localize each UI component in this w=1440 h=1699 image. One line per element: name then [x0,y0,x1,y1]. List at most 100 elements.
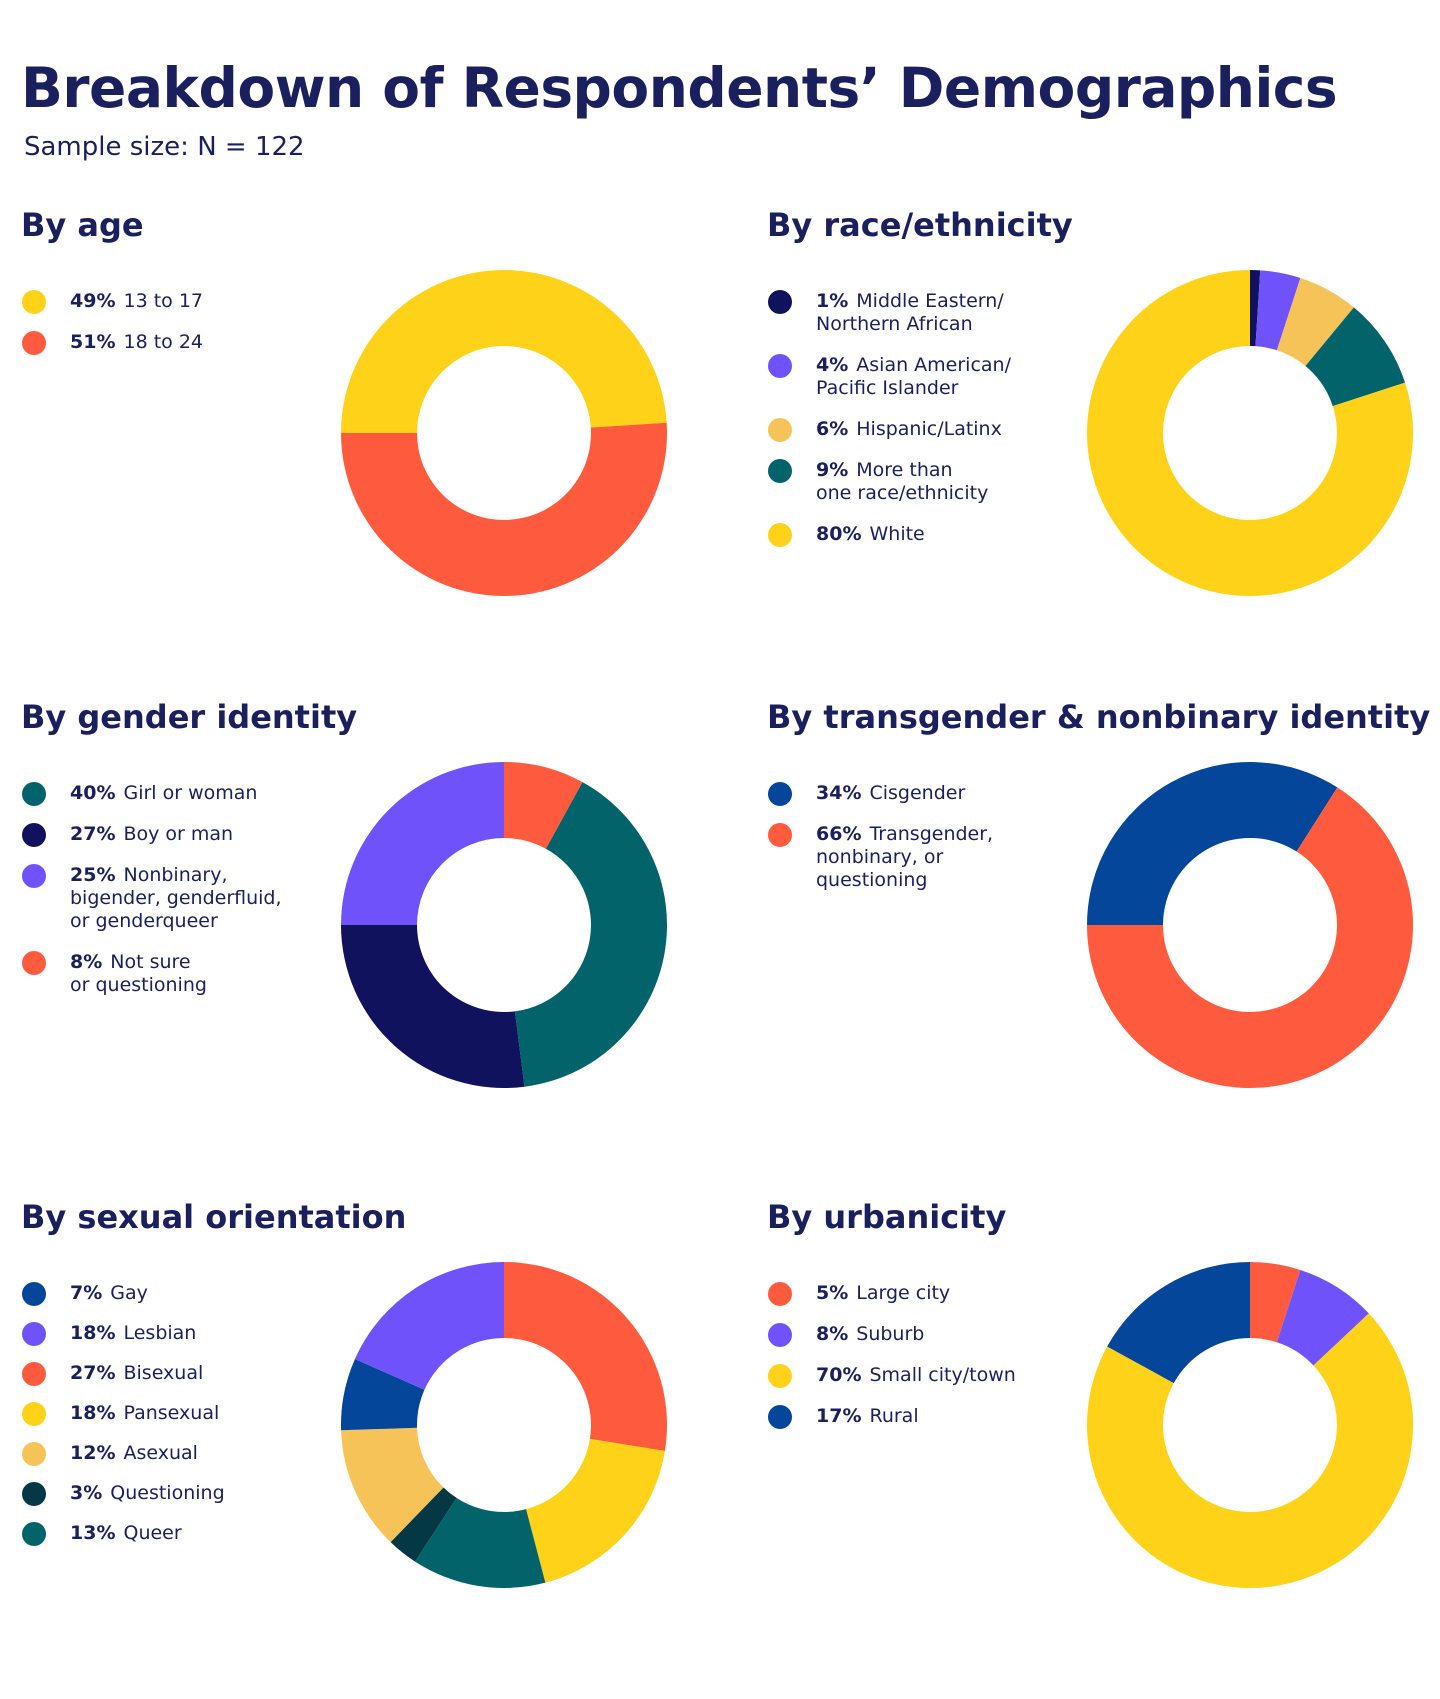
legend-swatch [22,290,46,314]
legend-label: Not sure or questioning [70,951,207,996]
legend-swatch [22,1402,46,1426]
donut-slice-gay [341,1359,425,1431]
legend-label: Nonbinary, bigender, genderfluid, or gen… [70,864,282,932]
chart-legend: 49% 13 to 17 51% 18 to 24 [22,290,312,372]
legend-item-rural: 17% Rural [768,1405,1058,1429]
legend-swatch [22,1522,46,1546]
donut-slice-asexual [341,1427,444,1543]
legend-swatch [768,1405,792,1429]
legend-label: More than one race/ethnicity [816,459,989,504]
legend-percent: 1% [816,290,849,312]
legend-swatch [22,864,46,888]
legend-label: Queer [123,1522,182,1544]
donut-chart [1087,762,1413,1088]
legend-percent: 9% [816,459,849,481]
legend-percent: 6% [816,418,849,440]
legend-percent: 3% [70,1482,103,1504]
chart-title: By urbanicity [767,1198,1007,1236]
legend-label: Transgender, nonbinary, or questioning [816,823,994,891]
chart-legend: 5% Large city 8% Suburb 70% Small city/town 17… [768,1282,1058,1446]
donut-slice-not-sure-or-questioning [504,762,583,849]
legend-item-pansexual: 18% Pansexual [22,1402,312,1426]
legend-item-questioning: 3% Questioning [22,1482,312,1506]
legend-swatch [768,354,792,378]
chart-legend: 7% Gay 18% Lesbian 27% Bisexual 18% Pansexual 12… [22,1282,312,1562]
panel-age: By age 49% 13 to 17 51% 18 to 24 [21,206,721,646]
legend-swatch [22,1362,46,1386]
legend-item-18-to-24: 51% 18 to 24 [22,331,312,355]
legend-label: White [869,523,925,545]
sample-size: Sample size: N = 122 [24,132,305,162]
donut-slice-lesbian [354,1262,504,1390]
legend-percent: 66% [816,823,862,845]
legend-label: Asexual [123,1442,198,1464]
legend-item-white: 80% White [768,523,1058,547]
donut-chart [1087,1262,1413,1588]
page-title: Breakdown of Respondents’ Demographics [21,56,1338,120]
legend-item-asian-american-pacific-islander: 4% Asian American/ Pacific Islander [768,354,1058,400]
legend-item-bisexual: 27% Bisexual [22,1362,312,1386]
donut-slice-nonbinary-bigender-genderfluid-or-genderqueer [341,762,504,925]
donut-slice-asian-american-pacific-islander [1255,270,1301,351]
legend-item-boy-or-man: 27% Boy or man [22,823,312,847]
legend-label: Lesbian [123,1322,197,1344]
legend-item-queer: 13% Queer [22,1522,312,1546]
legend-swatch [22,782,46,806]
donut-slice-cisgender [1087,762,1338,925]
legend-percent: 13% [70,1522,116,1544]
legend-swatch [768,290,792,314]
chart-title: By transgender & nonbinary identity [767,698,1431,736]
legend-item-more-than-one-race-ethnicity: 9% More than one race/ethnicity [768,459,1058,505]
legend-item-large-city: 5% Large city [768,1282,1058,1306]
legend-swatch [22,951,46,975]
legend-swatch [768,1364,792,1388]
legend-item-asexual: 12% Asexual [22,1442,312,1466]
donut-chart [1087,270,1413,596]
legend-swatch [22,1482,46,1506]
legend-percent: 5% [816,1282,849,1304]
donut-slice-18-to-24 [341,422,667,597]
panel-gender-identity: By gender identity 40% Girl or woman 27% Boy… [21,698,721,1138]
legend-item-13-to-17: 49% 13 to 17 [22,290,312,314]
chart-legend: 40% Girl or woman 27% Boy or man 25% Nonbinar… [22,782,312,1015]
legend-label: Small city/town [869,1364,1016,1386]
legend-label: Pansexual [123,1402,220,1424]
donut-slice-middle-eastern-northern-african [1250,270,1261,347]
legend-swatch [768,1282,792,1306]
panel-sexual-orientation: By sexual orientation 7% Gay 18% Lesbian 27% B… [21,1198,721,1638]
legend-swatch [768,418,792,442]
donut-slice-girl-or-woman [514,782,667,1087]
legend-percent: 27% [70,823,116,845]
legend-swatch [22,823,46,847]
legend-percent: 49% [70,290,116,312]
legend-percent: 34% [816,782,862,804]
legend-percent: 70% [816,1364,862,1386]
legend-percent: 25% [70,864,116,886]
legend-percent: 8% [816,1323,849,1345]
legend-label: 13 to 17 [123,290,203,312]
donut-slice-transgender-nonbinary-or-questioning [1087,787,1413,1088]
legend-item-not-sure-or-questioning: 8% Not sure or questioning [22,951,312,997]
donut-slice-boy-or-man [341,925,525,1088]
legend-item-suburb: 8% Suburb [768,1323,1058,1347]
chart-title: By sexual orientation [21,1198,407,1236]
legend-swatch [768,459,792,483]
donut-slice-queer [415,1497,546,1588]
legend-swatch [22,331,46,355]
donut-slice-suburb [1276,1269,1369,1366]
legend-percent: 8% [70,951,103,973]
donut-chart [341,1262,667,1588]
legend-percent: 17% [816,1405,862,1427]
legend-swatch [22,1282,46,1306]
chart-legend: 1% Middle Eastern/ Northern African 4% Asia… [768,290,1058,564]
donut-chart [341,762,667,1088]
legend-swatch [768,823,792,847]
legend-item-small-city-town: 70% Small city/town [768,1364,1058,1388]
legend-label: Large city [856,1282,951,1304]
donut-slice-rural [1107,1262,1250,1384]
donut-slice-hispanic-latinx [1276,277,1354,366]
legend-percent: 51% [70,331,116,353]
donut-slice-small-city-town [1087,1313,1413,1588]
legend-label: Asian American/ Pacific Islander [816,354,1011,399]
legend-percent: 27% [70,1362,116,1384]
